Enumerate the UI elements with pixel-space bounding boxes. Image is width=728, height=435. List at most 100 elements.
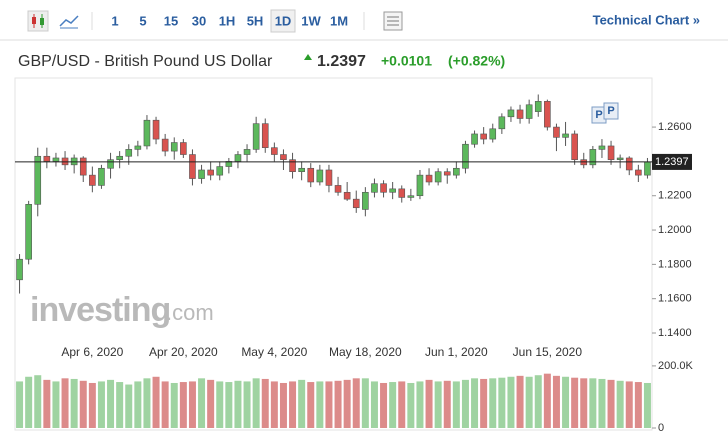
candle-body [343, 191, 351, 200]
volume-bar [480, 378, 488, 428]
technical-chart-link[interactable]: Technical Chart » [593, 12, 700, 27]
candle-body [280, 154, 287, 160]
volume-bar [179, 382, 187, 428]
volume-bar [507, 376, 515, 428]
settings-icon[interactable] [383, 11, 403, 31]
volume-bar [370, 381, 378, 428]
interval-button[interactable]: 1H [219, 13, 236, 28]
candle-body [434, 171, 442, 183]
volume-bar [452, 381, 460, 428]
volume-tick-label: 0 [658, 422, 664, 434]
candle-body [234, 154, 242, 162]
candle-body [562, 133, 569, 138]
plot-frame [14, 77, 653, 431]
event-flag[interactable] [603, 102, 619, 120]
candle-body [261, 123, 269, 148]
x-tick-label: May 4, 2020 [241, 345, 307, 359]
volume-bar [97, 381, 105, 428]
candle-body [189, 154, 196, 179]
interval-button[interactable]: 1 [111, 13, 118, 28]
watermark-suffix: .com [166, 300, 214, 325]
volume-bar [416, 381, 424, 428]
volume-bar [443, 380, 451, 428]
candle-body [252, 123, 260, 150]
volume-bar [498, 377, 506, 428]
candle-body [70, 157, 78, 166]
candle-body [516, 109, 524, 119]
candle-body [389, 188, 396, 193]
volume-bar [198, 378, 206, 428]
candle-body [325, 169, 333, 186]
y-tick-label: 1.1400 [658, 327, 692, 339]
volume-bar [407, 382, 415, 428]
candle-body [79, 157, 87, 176]
x-tick-label: Apr 20, 2020 [149, 345, 218, 359]
price: 1.2397 [317, 53, 366, 70]
volume-bar [334, 380, 342, 428]
candle-body [216, 166, 224, 176]
volume-bar [516, 375, 524, 428]
symbol: GBP/USD - British Pound US Dollar [18, 53, 273, 70]
volume-bar [389, 382, 397, 428]
volume-bar [188, 381, 196, 428]
interval-button[interactable]: 30 [192, 13, 206, 28]
candle-body [525, 104, 533, 119]
volume-bar [207, 379, 215, 428]
volume-bar [43, 379, 51, 428]
candle-body [398, 188, 406, 198]
candle-body [425, 174, 433, 183]
candle-body [16, 258, 23, 281]
volume-bar [489, 378, 497, 428]
interval-button[interactable]: 1M [330, 13, 348, 28]
candle-body [34, 155, 42, 205]
event-flag-label[interactable]: P [595, 109, 602, 121]
x-tick-label: May 18, 2020 [329, 345, 402, 359]
active-interval [270, 9, 296, 33]
candle-body [207, 169, 214, 176]
interval-button[interactable]: 15 [164, 13, 178, 28]
interval-button[interactable]: 5 [139, 13, 146, 28]
candle-icon[interactable] [27, 10, 49, 32]
candle-body [362, 191, 369, 210]
candle-body [616, 157, 624, 160]
candle-body [289, 159, 296, 172]
volume-bar [471, 378, 479, 428]
volume-bar [598, 378, 606, 428]
volume-bar [116, 382, 124, 428]
interval-button[interactable]: 1D [275, 13, 292, 28]
current-price-label: 1.2397 [655, 156, 689, 168]
volume-bar [16, 381, 24, 428]
candle-body [134, 145, 142, 150]
candle-body [43, 155, 51, 162]
candle-body [271, 147, 278, 155]
volume-bar [307, 382, 315, 428]
candle-body [170, 142, 178, 152]
candle-body [498, 116, 506, 130]
x-tick-label: Apr 6, 2020 [61, 345, 123, 359]
volume-bar [79, 380, 87, 428]
interval-button[interactable]: 1W [301, 13, 321, 28]
candle-body [416, 174, 424, 197]
candle-body [544, 101, 551, 128]
event-flag-label[interactable]: P [607, 105, 614, 117]
candle-body [480, 133, 487, 140]
candle-body [52, 157, 60, 162]
volume-bar [234, 380, 242, 428]
volume-bar [298, 379, 306, 428]
change-percent: (+0.82%) [448, 53, 505, 69]
volume-bar [325, 381, 333, 428]
volume-bar [361, 378, 369, 428]
candle-body [61, 157, 69, 166]
candle-body [553, 126, 560, 138]
volume-bar [534, 375, 542, 428]
volume-bar [434, 381, 442, 428]
y-tick-label: 1.1600 [658, 293, 692, 305]
candle-body [334, 185, 342, 193]
interval-button[interactable]: 5H [247, 13, 264, 28]
candle-body [89, 174, 96, 186]
candle-body [462, 143, 469, 169]
volume-bar [52, 381, 60, 428]
volume-bar [380, 382, 388, 428]
line-icon[interactable] [59, 15, 79, 29]
